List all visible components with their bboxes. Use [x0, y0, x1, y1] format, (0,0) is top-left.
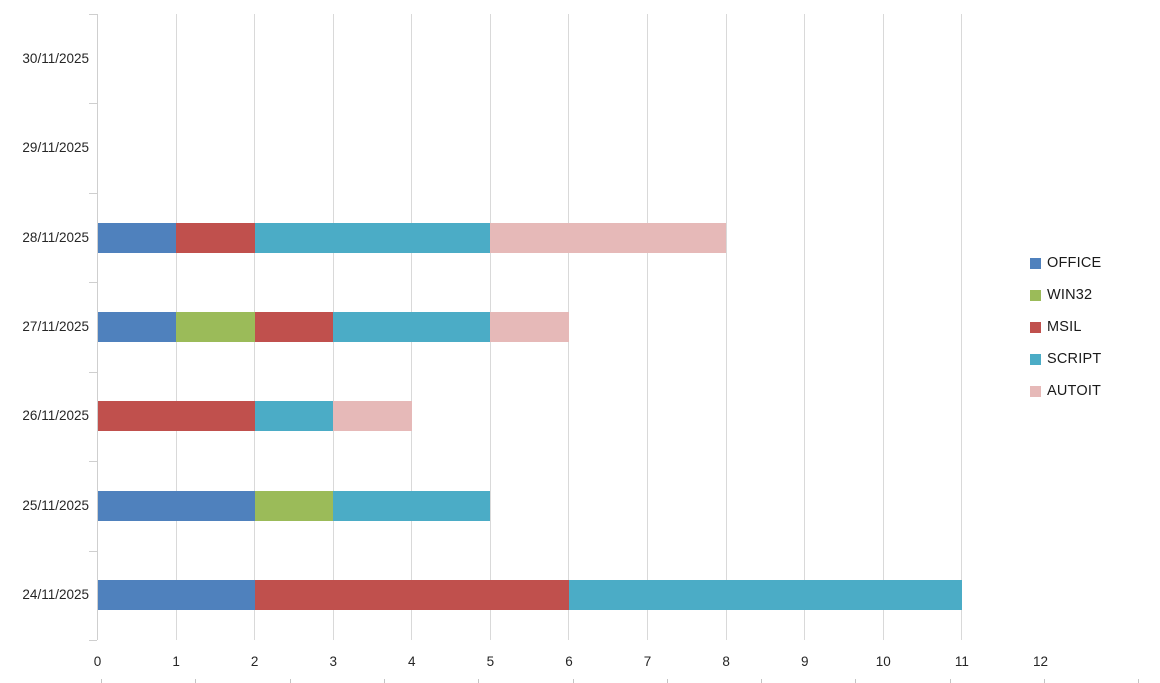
x-tick-label: 6: [565, 654, 573, 669]
gridline: [647, 14, 649, 640]
bar-segment-office: [97, 580, 255, 611]
bar-segment-script: [568, 580, 962, 611]
bar-segment-office: [97, 490, 255, 521]
category-axis-tick: [89, 371, 97, 373]
category-axis-tick: [89, 282, 97, 284]
bar-segment-msil: [176, 222, 255, 253]
clipped-bottom-tick: [949, 679, 951, 683]
bar-segment-win32: [176, 312, 255, 342]
category-label: 25/11/2025: [22, 497, 89, 513]
bar-segment-msil: [254, 312, 334, 342]
x-tick-label: 4: [408, 654, 416, 669]
clipped-bottom-tick: [572, 679, 574, 683]
x-tick-label: 2: [250, 654, 259, 669]
bar-segment-script: [254, 222, 491, 253]
x-tick-label: 11: [954, 654, 969, 669]
clipped-bottom-tick: [1044, 679, 1045, 683]
clipped-bottom-tick: [101, 679, 102, 683]
category-axis-tick: [89, 461, 97, 463]
bar-segment-autoit: [490, 222, 727, 253]
bar-segment-autoit: [490, 312, 569, 342]
clipped-bottom-tick: [289, 679, 291, 683]
x-tick-label: 8: [722, 654, 730, 669]
x-tick-label: 12: [1032, 654, 1048, 669]
gridline: [804, 14, 806, 640]
bar-segment-office: [97, 222, 177, 253]
category-axis-tick: [89, 103, 97, 105]
gridline: [725, 14, 727, 640]
bar-segment-win32: [254, 490, 334, 521]
legend-swatch-icon: [1030, 257, 1041, 269]
legend-item-autoit: AUTOIT: [1030, 383, 1102, 399]
category-axis-tick: [89, 640, 97, 641]
legend-swatch-icon: [1030, 385, 1041, 397]
x-tick-label: 1: [172, 654, 180, 669]
legend-label: OFFICE: [1047, 255, 1102, 271]
category-label: 27/11/2025: [22, 319, 89, 334]
legend-label: WIN32: [1047, 287, 1093, 303]
legend-item-win32: WIN32: [1030, 287, 1101, 303]
legend-label: MSIL: [1047, 319, 1082, 335]
x-tick-label: 3: [329, 654, 337, 669]
x-tick-label: 7: [643, 654, 652, 669]
x-tick-label: 9: [800, 654, 809, 669]
category-label: 30/11/2025: [22, 50, 89, 66]
clipped-bottom-tick: [195, 679, 197, 683]
category-label: 26/11/2025: [22, 408, 89, 424]
x-tick-label: 0: [93, 654, 102, 669]
gridline: [882, 14, 884, 640]
legend-item-msil: MSIL: [1030, 319, 1101, 335]
category-axis-tick: [89, 192, 97, 194]
legend-item-office: OFFICE: [1030, 255, 1102, 271]
gridline: [961, 14, 963, 640]
clipped-bottom-tick: [761, 679, 763, 683]
legend: OFFICE WIN32 MSIL SCRIPT AUTOIT: [1030, 255, 1102, 416]
bar-segment-msil: [254, 580, 569, 611]
category-label: 29/11/2025: [22, 140, 89, 156]
legend-swatch-icon: [1030, 353, 1041, 365]
legend-swatch-icon: [1030, 289, 1041, 301]
category-axis-tick: [89, 550, 97, 552]
category-label: 28/11/2025: [22, 229, 89, 245]
gridline: [568, 14, 570, 640]
clipped-bottom-tick: [478, 679, 480, 683]
category-axis-tick: [89, 14, 97, 15]
bar-segment-msil: [97, 401, 255, 432]
clipped-bottom-tick: [383, 679, 385, 683]
bar-segment-script: [254, 401, 334, 432]
x-tick-label: 5: [486, 654, 495, 669]
bar-segment-script: [333, 490, 491, 521]
category-label: 24/11/2025: [22, 587, 89, 603]
clipped-bottom-tick: [666, 679, 668, 683]
bar-segment-office: [97, 312, 177, 342]
clipped-bottom-tick: [855, 679, 857, 683]
clipped-bottom-tick: [1138, 679, 1140, 683]
legend-item-script: SCRIPT: [1030, 351, 1102, 367]
legend-label: SCRIPT: [1047, 351, 1102, 367]
bar-segment-autoit: [333, 401, 412, 432]
legend-swatch-icon: [1030, 321, 1041, 333]
bar-segment-script: [333, 312, 491, 342]
x-tick-label: 10: [875, 654, 891, 669]
legend-label: AUTOIT: [1047, 383, 1102, 399]
